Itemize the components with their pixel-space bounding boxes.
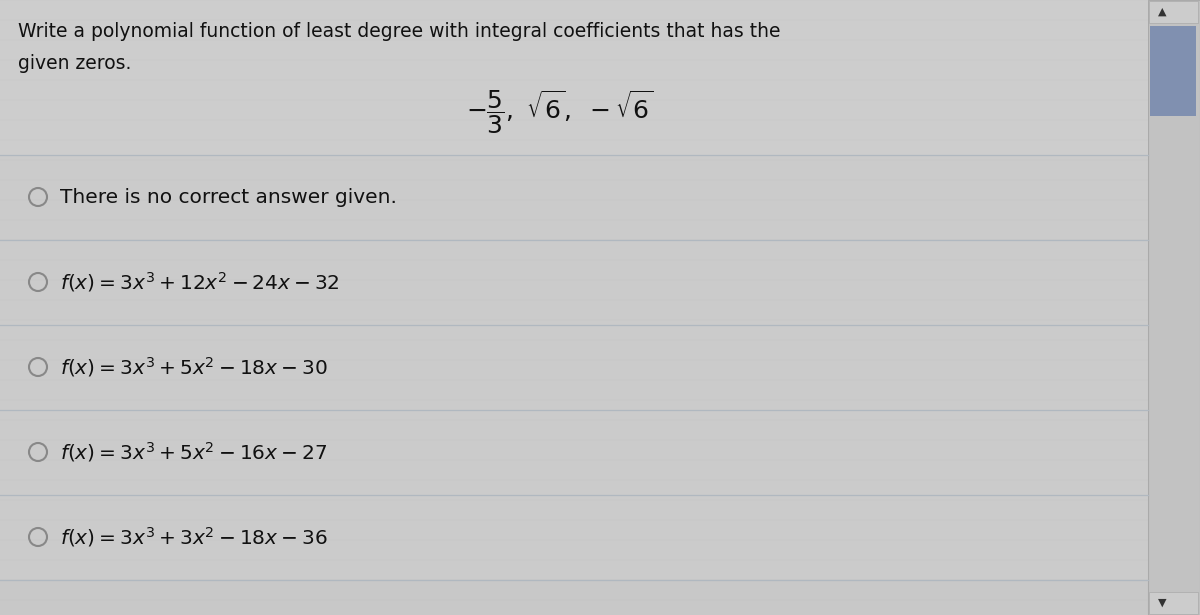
Text: $f(x) = 3x^3 + 5x^2 - 16x - 27$: $f(x) = 3x^3 + 5x^2 - 16x - 27$ xyxy=(60,440,328,464)
Bar xyxy=(0,0,1148,155)
Bar xyxy=(1150,592,1198,614)
Bar xyxy=(1150,1,1198,23)
Text: ▲: ▲ xyxy=(1158,7,1166,17)
Text: $f(x) = 3x^3 + 5x^2 - 18x - 30$: $f(x) = 3x^3 + 5x^2 - 18x - 30$ xyxy=(60,355,328,379)
Bar xyxy=(1148,0,1200,615)
Bar xyxy=(0,410,1148,495)
Text: Write a polynomial function of least degree with integral coefficients that has : Write a polynomial function of least deg… xyxy=(18,22,780,41)
Text: There is no correct answer given.: There is no correct answer given. xyxy=(60,188,397,207)
Text: ▼: ▼ xyxy=(1158,598,1166,608)
Bar xyxy=(0,495,1148,580)
Text: $-\dfrac{5}{3},\ \sqrt{6},\ -\sqrt{6}$: $-\dfrac{5}{3},\ \sqrt{6},\ -\sqrt{6}$ xyxy=(466,88,654,136)
Bar xyxy=(1150,26,1196,116)
Bar xyxy=(0,155,1148,240)
Text: $f(x) = 3x^3 + 12x^2 - 24x - 32$: $f(x) = 3x^3 + 12x^2 - 24x - 32$ xyxy=(60,270,340,294)
Text: given zeros.: given zeros. xyxy=(18,54,131,73)
Text: $f(x) = 3x^3 + 3x^2 - 18x - 36$: $f(x) = 3x^3 + 3x^2 - 18x - 36$ xyxy=(60,525,328,549)
Bar xyxy=(0,325,1148,410)
Bar xyxy=(0,240,1148,325)
